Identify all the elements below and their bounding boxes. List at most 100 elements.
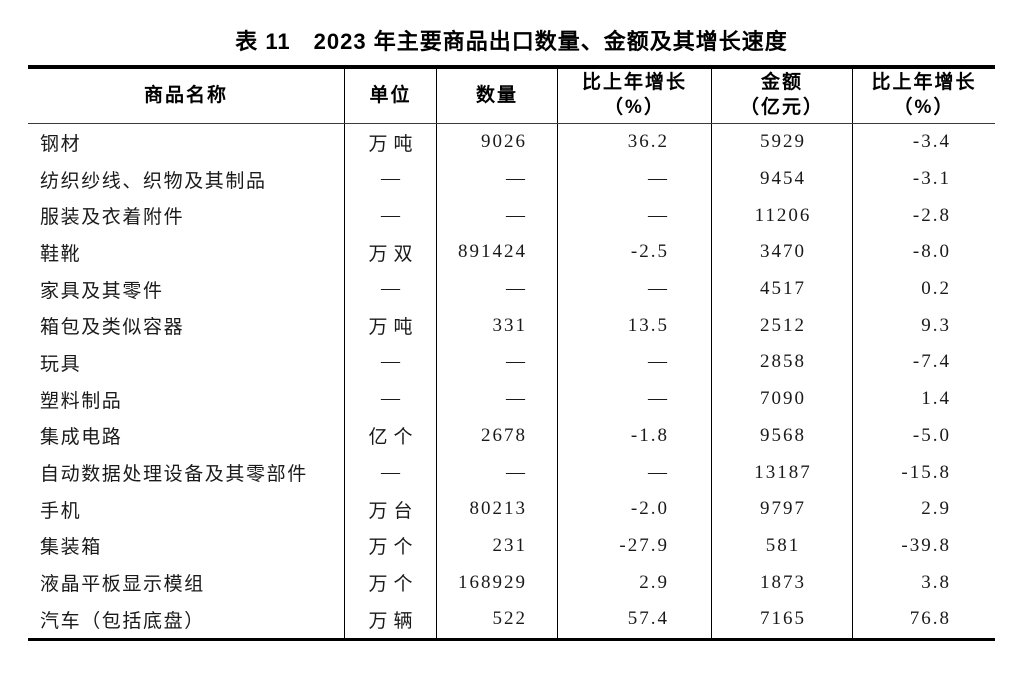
cell-amount: 2512 — [712, 307, 853, 345]
cell-quantity: — — [437, 454, 558, 491]
table-row: 汽车（包括底盘） 万辆 522 57.4 7165 76.8 — [28, 600, 995, 638]
table-row: 集成电路 亿个 2678 -1.8 9568 -5.0 — [28, 417, 995, 455]
header-label-line1: 比上年增长 — [581, 72, 687, 94]
table-row: 玩具 — — —2858 -7.4 — [28, 344, 995, 381]
cell-name: 家具及其零件 — [28, 270, 345, 308]
cell-quantity: 231 — [437, 527, 558, 565]
cell-quantity-growth: — — [558, 454, 712, 491]
cell-quantity: — — [437, 197, 558, 235]
cell-unit: 万辆 — [345, 600, 437, 638]
cell-quantity: — — [437, 270, 558, 308]
cell-quantity: 2678 — [437, 417, 558, 455]
header-label: 数量 — [475, 84, 518, 106]
cell-name: 集装箱 — [28, 527, 345, 565]
cell-amount: 581 — [712, 527, 853, 565]
cell-name: 玩具 — [28, 344, 345, 381]
cell-quantity: — — [437, 160, 558, 198]
cell-amount: 9454 — [712, 160, 853, 198]
cell-amount-growth: -3.4 — [912, 131, 951, 153]
table-row: 自动数据处理设备及其零部件 — — —13187 -15.8 — [28, 454, 995, 491]
cell-quantity: — — [437, 380, 558, 418]
cell-name: 箱包及类似容器 — [28, 307, 345, 345]
cell-unit: 万吨 — [345, 307, 437, 345]
cell-amount: 7165 — [712, 600, 853, 638]
table-row: 液晶平板显示模组 万个 168929 2.9 1873 3.8 — [28, 564, 995, 601]
cell-quantity-growth: 13.5 — [558, 307, 712, 345]
cell-name: 服装及衣着附件 — [28, 197, 345, 235]
cell-amount-growth: -7.4 — [912, 351, 951, 373]
cell-name: 汽车（包括底盘） — [28, 600, 345, 638]
cell-amount-growth: -3.1 — [912, 168, 951, 190]
table-row: 集装箱 万个 231 -27.9 581 -39.8 — [28, 527, 995, 565]
cell-unit: 万个 — [345, 564, 437, 601]
cell-name: 塑料制品 — [28, 380, 345, 418]
cell-quantity-growth: — — [558, 270, 712, 308]
cell-amount-growth: 2.9 — [921, 498, 951, 520]
cell-unit: 万吨 — [345, 124, 437, 161]
cell-quantity-growth: — — [558, 160, 712, 198]
header-label: 商品名称 — [143, 84, 228, 106]
cell-amount-growth: 76.8 — [909, 608, 951, 630]
table-body: 钢材 万吨 9026 36.2 5929 -3.4 纺织纱线、织物及其制品 — — —9454 -3… — [28, 124, 995, 638]
cell-amount-growth: 1.4 — [921, 388, 951, 410]
table-header-row: 商品名称 单位 数量 比上年增长 （%） 金额 （亿元） 比上年增长 （%） — [28, 69, 995, 124]
cell-unit: — — [345, 270, 437, 308]
cell-amount: 5929 — [712, 124, 853, 161]
cell-quantity: 80213 — [437, 490, 558, 528]
cell-unit: 万个 — [345, 527, 437, 565]
cell-quantity-growth: 36.2 — [558, 124, 712, 161]
cell-unit: — — [345, 454, 437, 491]
cell-amount-growth: -15.8 — [901, 461, 951, 483]
cell-amount: 2858 — [712, 344, 853, 381]
cell-amount-growth: -8.0 — [912, 241, 951, 263]
header-label-line2: （%） — [893, 97, 955, 118]
table-row: 箱包及类似容器 万吨 331 13.5 2512 9.3 — [28, 307, 995, 345]
cell-name: 液晶平板显示模组 — [28, 564, 345, 601]
cell-unit: — — [345, 160, 437, 198]
table-row: 家具及其零件 — — —4517 0.2 — [28, 270, 995, 308]
cell-quantity-growth: — — [558, 344, 712, 381]
cell-unit: — — [345, 380, 437, 418]
table-row: 塑料制品 — — —7090 1.4 — [28, 380, 995, 418]
cell-amount-growth: 9.3 — [921, 314, 951, 336]
header-unit: 单位 — [345, 69, 437, 123]
cell-name: 自动数据处理设备及其零部件 — [28, 454, 345, 491]
header-label: 单位 — [369, 84, 412, 106]
cell-amount-growth: -39.8 — [901, 534, 951, 556]
cell-quantity: 891424 — [437, 234, 558, 271]
cell-amount: 1873 — [712, 564, 853, 601]
cell-amount: 3470 — [712, 234, 853, 271]
cell-amount-growth: -2.8 — [912, 204, 951, 226]
header-label-line2: （亿元） — [739, 97, 824, 118]
cell-quantity: — — [437, 344, 558, 381]
cell-name: 手机 — [28, 490, 345, 528]
cell-name: 集成电路 — [28, 417, 345, 455]
cell-quantity-growth: -2.5 — [558, 234, 712, 271]
cell-quantity-growth: -1.8 — [558, 417, 712, 455]
header-quantity: 数量 — [437, 69, 558, 123]
header-commodity-name: 商品名称 — [28, 69, 345, 123]
table-row: 钢材 万吨 9026 36.2 5929 -3.4 — [28, 124, 995, 161]
export-commodity-table: 商品名称 单位 数量 比上年增长 （%） 金额 （亿元） 比上年增长 （%） 钢… — [28, 65, 995, 641]
cell-quantity: 522 — [437, 600, 558, 638]
cell-quantity-growth: — — [558, 197, 712, 235]
header-quantity-growth: 比上年增长 （%） — [558, 69, 712, 123]
table-row: 服装及衣着附件 — — —11206 -2.8 — [28, 197, 995, 235]
header-amount: 金额 （亿元） — [712, 69, 853, 123]
cell-amount: 11206 — [712, 197, 853, 235]
cell-name: 鞋靴 — [28, 234, 345, 271]
cell-quantity-growth: 57.4 — [558, 600, 712, 638]
header-label-line1: 金额 — [760, 72, 803, 94]
cell-quantity-growth: 2.9 — [558, 564, 712, 601]
cell-amount-growth: -5.0 — [912, 424, 951, 446]
table-row: 手机 万台 80213 -2.0 9797 2.9 — [28, 490, 995, 528]
cell-name: 钢材 — [28, 124, 345, 161]
cell-amount: 9797 — [712, 490, 853, 528]
cell-unit: — — [345, 344, 437, 381]
cell-name: 纺织纱线、织物及其制品 — [28, 160, 345, 198]
cell-amount: 7090 — [712, 380, 853, 418]
cell-quantity: 331 — [437, 307, 558, 345]
cell-amount: 9568 — [712, 417, 853, 455]
table-title: 表 11 2023 年主要商品出口数量、金额及其增长速度 — [235, 29, 788, 54]
